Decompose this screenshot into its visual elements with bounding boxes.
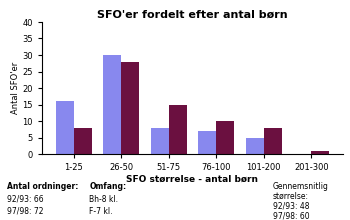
Bar [216, 121, 234, 154]
Text: Gennemsnitlig: Gennemsnitlig [273, 182, 329, 191]
Text: Antal ordninger:: Antal ordninger: [7, 182, 78, 191]
Bar [121, 62, 139, 154]
Text: 97/98: 72: 97/98: 72 [7, 207, 43, 216]
Y-axis label: Antal SFO'er: Antal SFO'er [10, 62, 20, 114]
Bar [74, 128, 92, 154]
Text: 97/98: 60: 97/98: 60 [273, 211, 310, 220]
Text: 92/93: 66: 92/93: 66 [7, 195, 44, 204]
Bar [311, 151, 329, 154]
Text: Omfang:: Omfang: [89, 182, 126, 191]
Bar [151, 128, 169, 154]
Bar [246, 138, 264, 154]
Bar [198, 131, 216, 154]
Title: SFO'er fordelt efter antal børn: SFO'er fordelt efter antal børn [97, 10, 288, 20]
Text: F-7 kl.: F-7 kl. [89, 207, 113, 216]
X-axis label: SFO størrelse - antal børn: SFO størrelse - antal børn [126, 175, 259, 184]
Text: 92/93: 48: 92/93: 48 [273, 201, 309, 210]
Text: størrelse:: størrelse: [273, 191, 309, 200]
Bar [264, 128, 282, 154]
Text: Bh-8 kl.: Bh-8 kl. [89, 195, 118, 204]
Bar [103, 55, 121, 154]
Bar [169, 104, 187, 154]
Bar [56, 101, 74, 154]
